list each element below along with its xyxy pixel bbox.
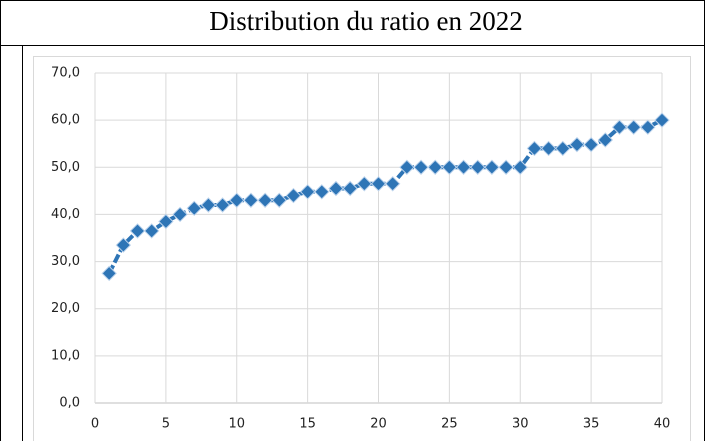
x-tick-label: 35 — [583, 417, 600, 432]
data-point — [654, 112, 670, 128]
data-point — [129, 223, 146, 239]
data-point — [299, 184, 316, 200]
x-tick-label: 30 — [512, 417, 529, 432]
data-point — [172, 206, 188, 223]
data-point — [101, 265, 117, 282]
data-point — [470, 159, 486, 175]
data-point — [540, 140, 557, 157]
data-point — [200, 197, 217, 213]
data-point — [143, 223, 160, 239]
y-tick-label: 60,0 — [51, 113, 80, 128]
data-point — [611, 119, 628, 135]
chart-title: Distribution du ratio en 2022 — [209, 6, 522, 36]
data-point — [455, 159, 472, 175]
data-point — [384, 176, 401, 192]
x-tick-label: 25 — [441, 417, 458, 432]
data-point — [484, 159, 500, 175]
data-point — [243, 192, 259, 208]
data-point — [625, 119, 642, 135]
y-tick-label: 30,0 — [51, 254, 80, 269]
y-tick-label: 40,0 — [51, 207, 80, 222]
data-point — [271, 192, 287, 208]
data-point — [314, 184, 330, 200]
chart-area — [33, 56, 691, 441]
data-point — [498, 159, 514, 175]
data-line — [107, 118, 663, 275]
x-tick-label: 0 — [91, 417, 99, 432]
data-point — [115, 237, 132, 253]
x-tick-label: 20 — [370, 417, 387, 432]
x-tick-label: 5 — [162, 417, 170, 432]
y-tick-label: 0,0 — [59, 396, 80, 411]
data-point — [285, 187, 302, 204]
data-point — [597, 132, 614, 148]
y-tick-label: 20,0 — [51, 301, 80, 316]
data-point — [441, 159, 458, 175]
data-point — [370, 176, 387, 192]
data-point — [569, 136, 585, 153]
x-tick-label: 10 — [228, 417, 245, 432]
data-point — [229, 192, 245, 208]
data-point — [257, 192, 273, 208]
data-point — [186, 200, 202, 217]
data-point — [356, 176, 373, 192]
data-point — [555, 140, 571, 157]
y-tick-label: 10,0 — [51, 348, 80, 363]
data-point — [427, 159, 443, 175]
data-point — [214, 197, 231, 213]
data-point — [342, 180, 358, 197]
data-point — [328, 180, 344, 197]
data-point — [413, 159, 429, 175]
data-point — [640, 119, 656, 135]
data-point — [512, 159, 528, 175]
data-point — [526, 140, 543, 157]
y-tick-label: 70,0 — [51, 66, 80, 81]
data-point — [399, 159, 415, 175]
x-tick-label: 40 — [654, 417, 671, 432]
data-point — [583, 136, 599, 153]
x-tick-label: 15 — [299, 417, 316, 432]
data-point — [158, 213, 174, 230]
y-tick-label: 50,0 — [51, 160, 80, 175]
